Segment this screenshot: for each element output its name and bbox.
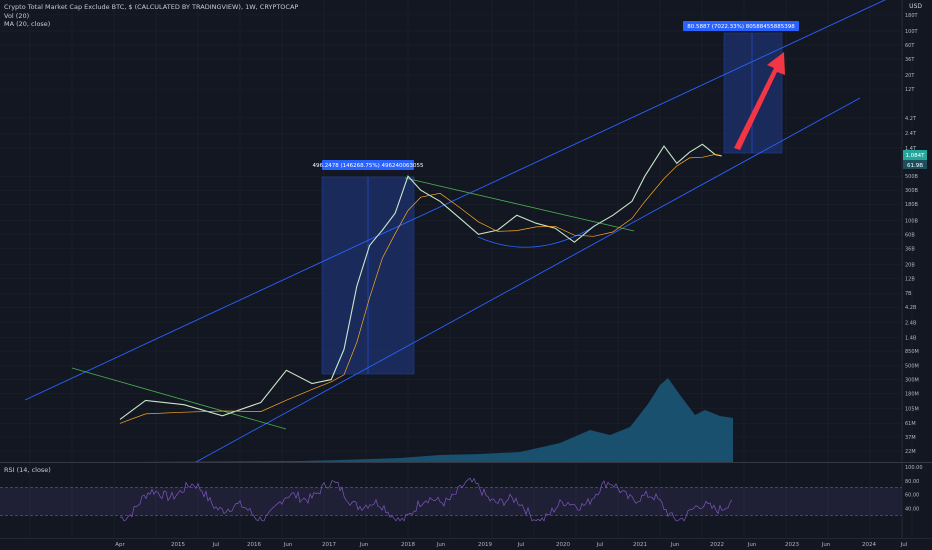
y-tick-label: 61M <box>905 421 916 427</box>
chart-title: Crypto Total Market Cap Exclude BTC, $ (… <box>4 3 299 11</box>
x-tick-label: Jun <box>747 542 757 548</box>
moving-average-line <box>119 154 722 424</box>
measure-boxes <box>321 32 783 375</box>
y-tick-label: 12B <box>905 276 915 282</box>
x-tick-label: 2023 <box>785 542 799 548</box>
y-tick-label: 36B <box>905 246 915 252</box>
price-series <box>119 143 722 424</box>
y-tick-label: 1.4T <box>905 146 917 152</box>
rsi-panel <box>0 477 902 522</box>
y-tick-label: 100B <box>905 218 919 224</box>
annotation-labels: 496.2478 (146268.75%) 496240063055 80.588… <box>313 21 927 170</box>
x-tick-label: 2022 <box>710 542 724 548</box>
y-tick-label: 37M <box>905 435 916 441</box>
channel-lines <box>24 0 886 463</box>
x-tick-label: 2019 <box>478 542 492 548</box>
y-tick-label: 100T <box>905 29 919 35</box>
y-tick-label: 60B <box>905 232 915 238</box>
rsi-indicator-label[interactable]: RSI (14, close) <box>4 466 51 474</box>
y-tick-label: 105M <box>905 406 919 412</box>
currency-label: USD <box>909 3 922 10</box>
target-arrow-shape <box>734 52 785 150</box>
x-tick-label: Jun <box>670 542 680 548</box>
x-tick-label: 2016 <box>247 542 261 548</box>
annotation-label-projection-bg <box>683 21 799 31</box>
trendline-2018 <box>404 177 635 232</box>
y-tick-label: 1.4B <box>905 335 917 341</box>
rsi-tick-label: 80.00 <box>905 479 919 485</box>
y-tick-label: 36T <box>905 57 915 63</box>
x-tick-label: Jul <box>596 542 604 548</box>
annotation-label-2017: 496.2478 (146268.75%) 496240063055 <box>313 163 424 169</box>
y-tick-label: 4.2B <box>905 305 917 311</box>
current-volume-tag-bg <box>903 160 927 169</box>
y-tick-label: 20T <box>905 73 915 79</box>
y-tick-label: 180T <box>905 13 919 19</box>
target-arrow <box>734 52 785 150</box>
y-tick-label: 4.2T <box>905 116 917 122</box>
current-price-tag-bg <box>903 150 927 160</box>
y-tick-label: 850M <box>905 349 919 355</box>
y-tick-label: 2.4T <box>905 131 917 137</box>
x-tick-label: Jun <box>436 542 446 548</box>
x-tick-label: 2021 <box>633 542 647 548</box>
rsi-line <box>119 477 733 522</box>
y-tick-label: 60T <box>905 43 915 49</box>
ma-indicator-label[interactable]: MA (20, close) <box>4 20 51 28</box>
volume-indicator-label[interactable]: Vol (20) <box>4 11 30 20</box>
x-tick-label: 2015 <box>171 542 185 548</box>
y-tick-label: 7B <box>905 291 912 297</box>
y-tick-label: 300M <box>905 378 919 384</box>
x-tick-label: Jun <box>283 542 293 548</box>
current-price-tag: 1.084T <box>905 153 925 159</box>
accumulation-curve <box>477 225 596 248</box>
price-line <box>119 143 722 420</box>
x-tick-label: 2024 <box>862 542 876 548</box>
y-tick-label: 22M <box>905 449 916 455</box>
y-tick-label: 180M <box>905 392 919 398</box>
y-tick-label: 300B <box>905 188 919 194</box>
x-tick-label: Jul <box>900 542 908 548</box>
y-tick-label: 12T <box>905 87 915 93</box>
x-tick-label: 2020 <box>556 542 570 548</box>
chart-info-header: Crypto Total Market Cap Exclude BTC, $ (… <box>4 3 298 29</box>
x-tick-label: Jun <box>821 542 831 548</box>
y-tick-label: 2.4B <box>905 321 917 327</box>
channel-upper-line <box>24 0 886 401</box>
channel-lower-line <box>195 97 861 463</box>
x-tick-label: Jul <box>517 542 525 548</box>
x-tick-label: Jul <box>212 542 220 548</box>
x-tick-label: 2017 <box>322 542 336 548</box>
annotation-label-projection: 80.5887 (7022.33%) 80588455885398 <box>687 24 795 30</box>
annotation-label-2017-bg <box>322 160 414 170</box>
volume-histogram <box>120 378 733 462</box>
current-volume-tag: 61.9B <box>907 163 923 169</box>
y-tick-label: 500M <box>905 364 919 370</box>
rsi-band-fill <box>0 487 902 516</box>
x-tick-label: Jun <box>359 542 369 548</box>
measure-box-projection <box>723 32 783 154</box>
trendline-2014 <box>71 367 287 430</box>
y-tick-label: 180B <box>905 202 919 208</box>
x-tick-label: 2018 <box>401 542 415 548</box>
x-tick-label: Apr <box>115 542 125 548</box>
y-tick-label: 500B <box>905 174 919 180</box>
rsi-tick-label: 100.00 <box>905 465 923 471</box>
rsi-tick-label: 60.00 <box>905 493 919 499</box>
rsi-tick-label: 40.00 <box>905 506 919 512</box>
y-tick-label: 20B <box>905 262 915 268</box>
volume-area <box>120 378 733 462</box>
